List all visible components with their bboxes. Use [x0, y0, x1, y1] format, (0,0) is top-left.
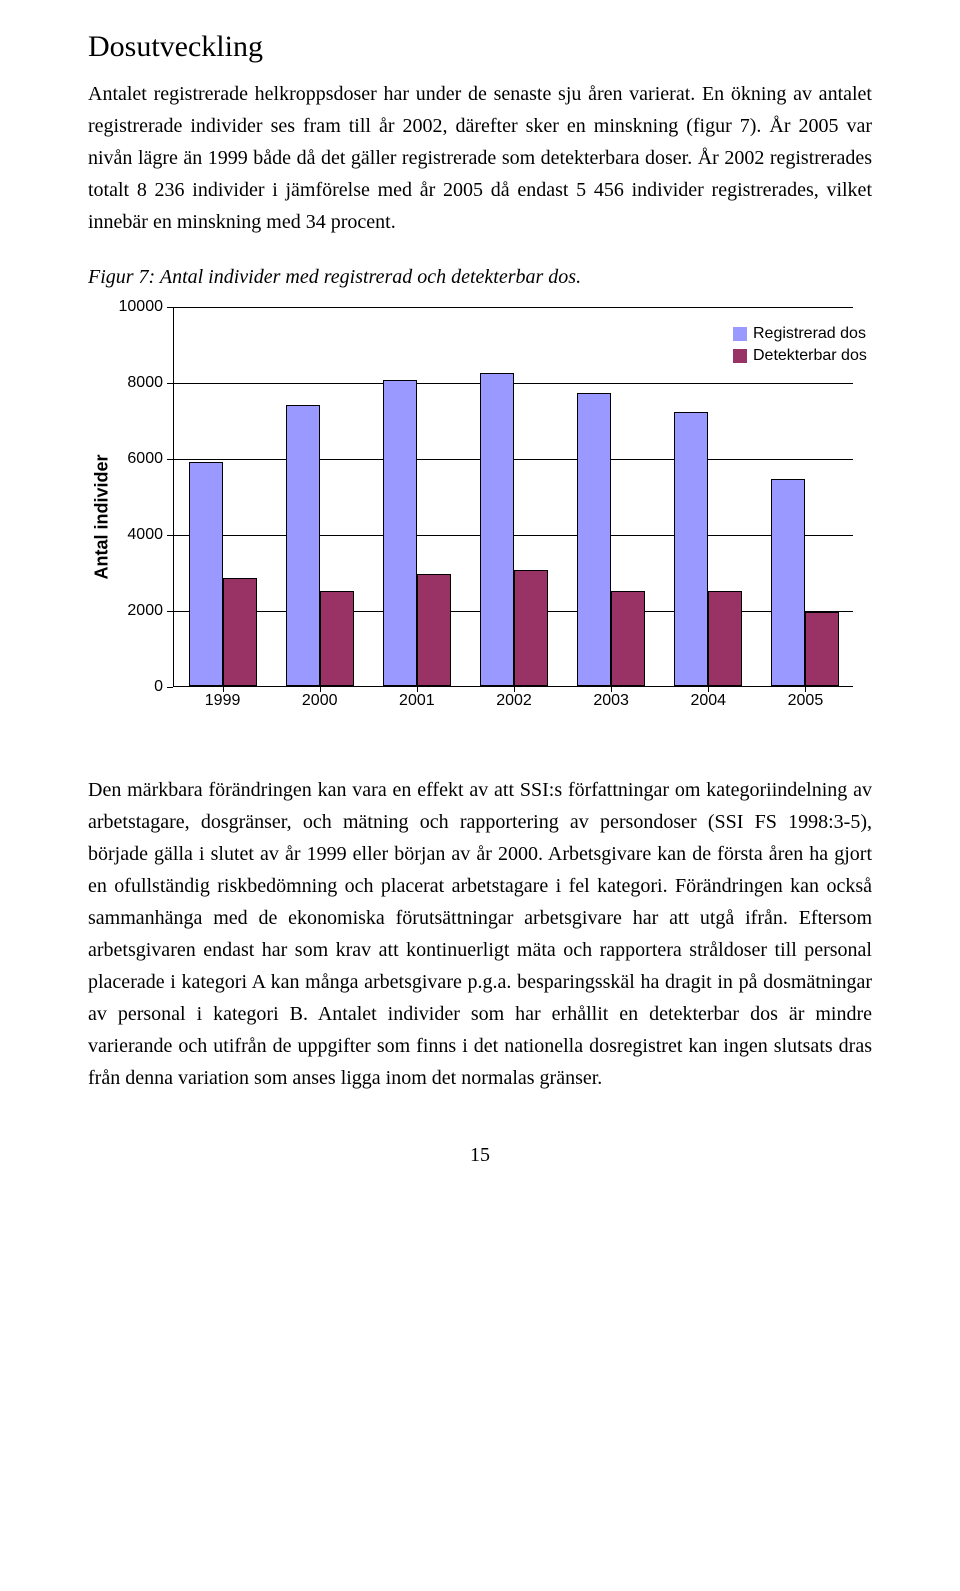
x-tick-label: 2001 [399, 692, 435, 710]
x-tick-label: 2004 [690, 692, 726, 710]
y-tick-label: 4000 [103, 526, 163, 544]
y-tick-label: 8000 [103, 374, 163, 392]
page-number: 15 [88, 1144, 872, 1167]
bar [189, 462, 223, 686]
y-tick-label: 10000 [103, 298, 163, 316]
bar [223, 578, 257, 686]
bar-chart: Antal individer 1999 2000 2001 2002 2003 2004… [88, 299, 872, 734]
y-tick [167, 383, 173, 384]
bar [611, 591, 645, 686]
bar [383, 380, 417, 686]
paragraph-1: Antalet registrerade helkroppsdoser har … [88, 78, 872, 238]
bar [286, 405, 320, 686]
bar [771, 479, 805, 686]
bar [480, 373, 514, 686]
y-tick [167, 535, 173, 536]
x-tick-label: 1999 [205, 692, 241, 710]
bar [417, 574, 451, 686]
x-tick-label: 2000 [302, 692, 338, 710]
legend-label: Registrerad dos [753, 325, 866, 343]
figure-caption: Figur 7: Antal individer med registrerad… [88, 266, 872, 289]
legend-item: Detekterbar dos [733, 347, 867, 365]
x-tick-label: 2002 [496, 692, 532, 710]
bar [577, 393, 611, 686]
section-heading: Dosutveckling [88, 30, 872, 64]
bar [514, 570, 548, 686]
y-tick [167, 611, 173, 612]
legend-item: Registrerad dos [733, 325, 867, 343]
y-axis-title: Antal individer [92, 454, 113, 579]
legend-swatch [733, 349, 747, 363]
y-tick [167, 687, 173, 688]
y-tick [167, 459, 173, 460]
gridline [174, 307, 853, 308]
bar [320, 591, 354, 686]
paragraph-2: Den märkbara förändringen kan vara en ef… [88, 774, 872, 1094]
y-tick-label: 6000 [103, 450, 163, 468]
bar [708, 591, 742, 686]
chart-legend: Registrerad dos Detekterbar dos [733, 325, 867, 369]
legend-swatch [733, 327, 747, 341]
x-tick-label: 2005 [788, 692, 824, 710]
bar [674, 412, 708, 686]
y-tick [167, 307, 173, 308]
legend-label: Detekterbar dos [753, 347, 867, 365]
y-tick-label: 2000 [103, 602, 163, 620]
x-tick-label: 2003 [593, 692, 629, 710]
bar [805, 612, 839, 686]
y-tick-label: 0 [103, 678, 163, 696]
